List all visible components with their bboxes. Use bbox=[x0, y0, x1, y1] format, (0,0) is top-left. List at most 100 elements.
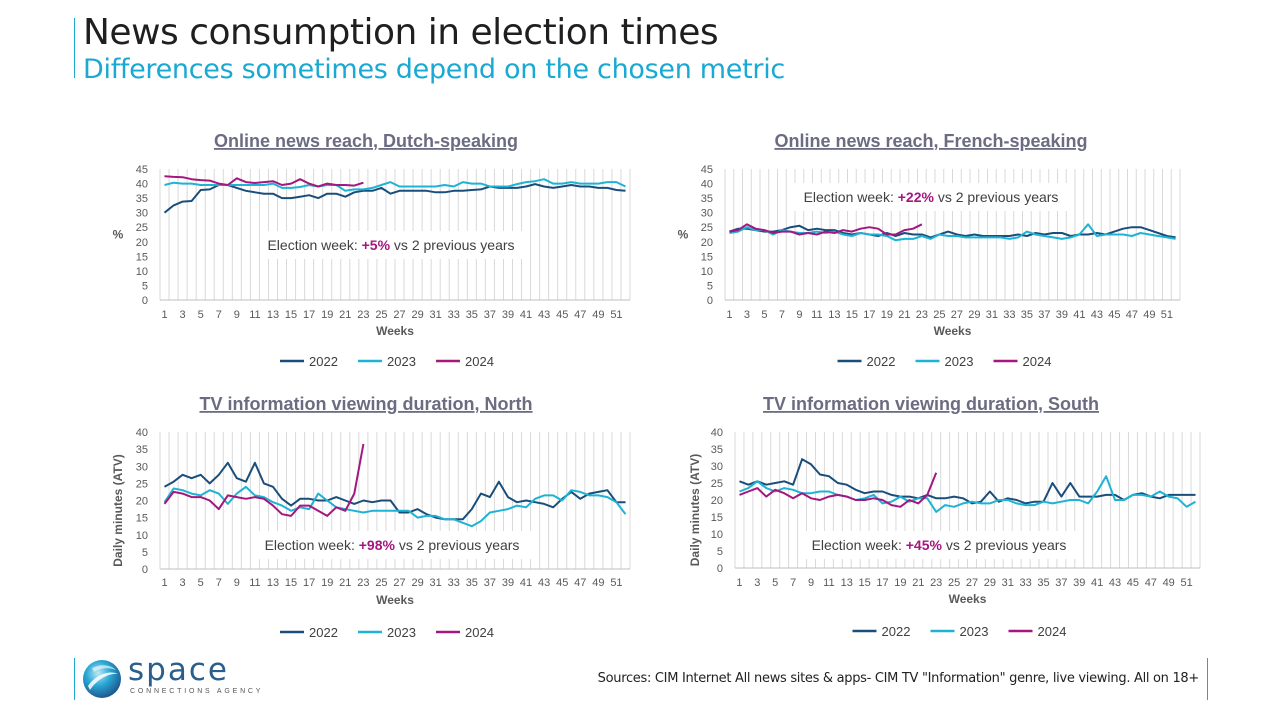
x-tick-label: 9 bbox=[234, 577, 240, 589]
series-line-2023 bbox=[163, 485, 627, 528]
header-accent-bar bbox=[74, 18, 75, 78]
series-line-2022 bbox=[164, 461, 626, 521]
x-tick-label: 21 bbox=[339, 309, 351, 321]
y-tick-label: 40 bbox=[711, 427, 723, 439]
x-tick-label: 15 bbox=[859, 577, 871, 589]
annotation-suffix: vs 2 previous years bbox=[934, 189, 1059, 205]
x-tick-label: 41 bbox=[1073, 309, 1085, 321]
y-tick-label: 20 bbox=[701, 237, 713, 249]
page-subtitle: Differences sometimes depend on the chos… bbox=[83, 54, 785, 85]
x-tick-label: 11 bbox=[249, 577, 260, 589]
x-tick-label: 35 bbox=[466, 577, 478, 589]
y-tick-label: 0 bbox=[142, 564, 148, 576]
x-tick-label: 51 bbox=[610, 309, 622, 321]
x-axis-label: Weeks bbox=[376, 324, 414, 338]
chart-online-reach-dutch: Online news reach, Dutch-speaking0510152… bbox=[113, 131, 631, 369]
x-tick-label: 23 bbox=[930, 577, 942, 589]
x-tick-label: 37 bbox=[484, 577, 496, 589]
x-tick-label: 37 bbox=[1038, 309, 1050, 321]
x-tick-label: 5 bbox=[198, 577, 204, 589]
x-tick-label: 39 bbox=[502, 309, 514, 321]
x-tick-label: 39 bbox=[502, 577, 514, 589]
x-tick-label: 27 bbox=[393, 577, 405, 589]
annotation-prefix: Election week: bbox=[267, 237, 361, 253]
x-tick-label: 9 bbox=[808, 577, 814, 589]
series-line-2024 bbox=[164, 175, 364, 188]
x-tick-label: 21 bbox=[339, 577, 351, 589]
annotation-background bbox=[791, 183, 1071, 211]
x-tick-label: 17 bbox=[876, 577, 888, 589]
y-tick-label: 0 bbox=[142, 295, 148, 307]
space-logo-icon bbox=[83, 660, 121, 698]
y-tick-label: 40 bbox=[701, 179, 713, 191]
legend-label: 2024 bbox=[1038, 624, 1067, 639]
x-tick-label: 23 bbox=[357, 577, 369, 589]
y-tick-label: 30 bbox=[136, 208, 148, 220]
x-tick-label: 51 bbox=[1180, 577, 1192, 589]
x-tick-label: 11 bbox=[249, 309, 260, 321]
x-tick-label: 35 bbox=[1037, 577, 1049, 589]
x-tick-label: 43 bbox=[538, 309, 550, 321]
y-axis-label: % bbox=[113, 228, 124, 242]
x-tick-label: 17 bbox=[303, 577, 315, 589]
series-line-2023 bbox=[739, 475, 1196, 513]
y-tick-label: 10 bbox=[711, 529, 723, 541]
x-tick-label: 1 bbox=[726, 309, 732, 321]
x-axis-label: Weeks bbox=[934, 324, 972, 338]
y-tick-label: 40 bbox=[136, 179, 148, 191]
y-tick-label: 30 bbox=[701, 208, 713, 220]
y-tick-label: 15 bbox=[711, 512, 723, 524]
y-tick-label: 5 bbox=[707, 280, 713, 292]
x-tick-label: 1 bbox=[161, 577, 167, 589]
legend-label: 2022 bbox=[309, 625, 338, 640]
x-tick-label: 29 bbox=[984, 577, 996, 589]
x-tick-label: 15 bbox=[285, 577, 297, 589]
series-line-2024 bbox=[729, 223, 923, 236]
y-tick-label: 5 bbox=[142, 280, 148, 292]
annotation-background bbox=[800, 531, 1078, 559]
x-tick-label: 31 bbox=[986, 309, 998, 321]
y-tick-label: 10 bbox=[136, 266, 148, 278]
y-axis-label: Daily minutes (ATV) bbox=[111, 454, 125, 566]
x-tick-label: 17 bbox=[863, 309, 875, 321]
x-tick-label: 25 bbox=[375, 309, 387, 321]
x-tick-label: 9 bbox=[796, 309, 802, 321]
x-tick-label: 27 bbox=[393, 309, 405, 321]
legend-label: 2024 bbox=[465, 354, 494, 369]
annotation-prefix: Election week: bbox=[812, 537, 906, 553]
x-tick-label: 29 bbox=[411, 309, 423, 321]
annotation-value: +22% bbox=[898, 189, 935, 205]
legend-label: 2022 bbox=[867, 354, 896, 369]
x-tick-label: 41 bbox=[520, 309, 532, 321]
y-tick-label: 5 bbox=[142, 547, 148, 559]
x-axis-label: Weeks bbox=[376, 593, 414, 607]
y-tick-label: 15 bbox=[136, 251, 148, 263]
x-tick-label: 45 bbox=[556, 309, 568, 321]
y-tick-label: 10 bbox=[701, 266, 713, 278]
x-tick-label: 25 bbox=[375, 577, 387, 589]
x-tick-label: 31 bbox=[430, 309, 442, 321]
footer-accent-bar-left bbox=[74, 658, 75, 700]
x-tick-label: 27 bbox=[966, 577, 978, 589]
election-week-annotation: Election week: +98% vs 2 previous years bbox=[265, 537, 520, 553]
annotation-value: +45% bbox=[906, 537, 943, 553]
x-tick-label: 23 bbox=[357, 309, 369, 321]
x-tick-label: 11 bbox=[823, 577, 834, 589]
x-tick-label: 1 bbox=[161, 309, 167, 321]
y-tick-label: 30 bbox=[711, 461, 723, 473]
x-tick-label: 39 bbox=[1056, 309, 1068, 321]
x-tick-label: 45 bbox=[1108, 309, 1120, 321]
x-tick-label: 33 bbox=[1003, 309, 1015, 321]
legend-label: 2024 bbox=[465, 625, 494, 640]
chart-tv-duration-south: TV information viewing duration, South 0 5… bbox=[688, 394, 1201, 639]
x-tick-label: 3 bbox=[180, 577, 186, 589]
x-tick-label: 5 bbox=[772, 577, 778, 589]
chart-tv-duration-north: TV information viewing duration, North 0 5… bbox=[111, 394, 631, 640]
x-tick-label: 51 bbox=[610, 577, 622, 589]
legend-label: 2023 bbox=[960, 624, 989, 639]
page-title: News consumption in election times bbox=[83, 12, 719, 53]
legend-label: 2024 bbox=[1023, 354, 1052, 369]
y-tick-label: 15 bbox=[701, 251, 713, 263]
x-tick-label: 5 bbox=[198, 309, 204, 321]
annotation-value: +98% bbox=[359, 537, 396, 553]
